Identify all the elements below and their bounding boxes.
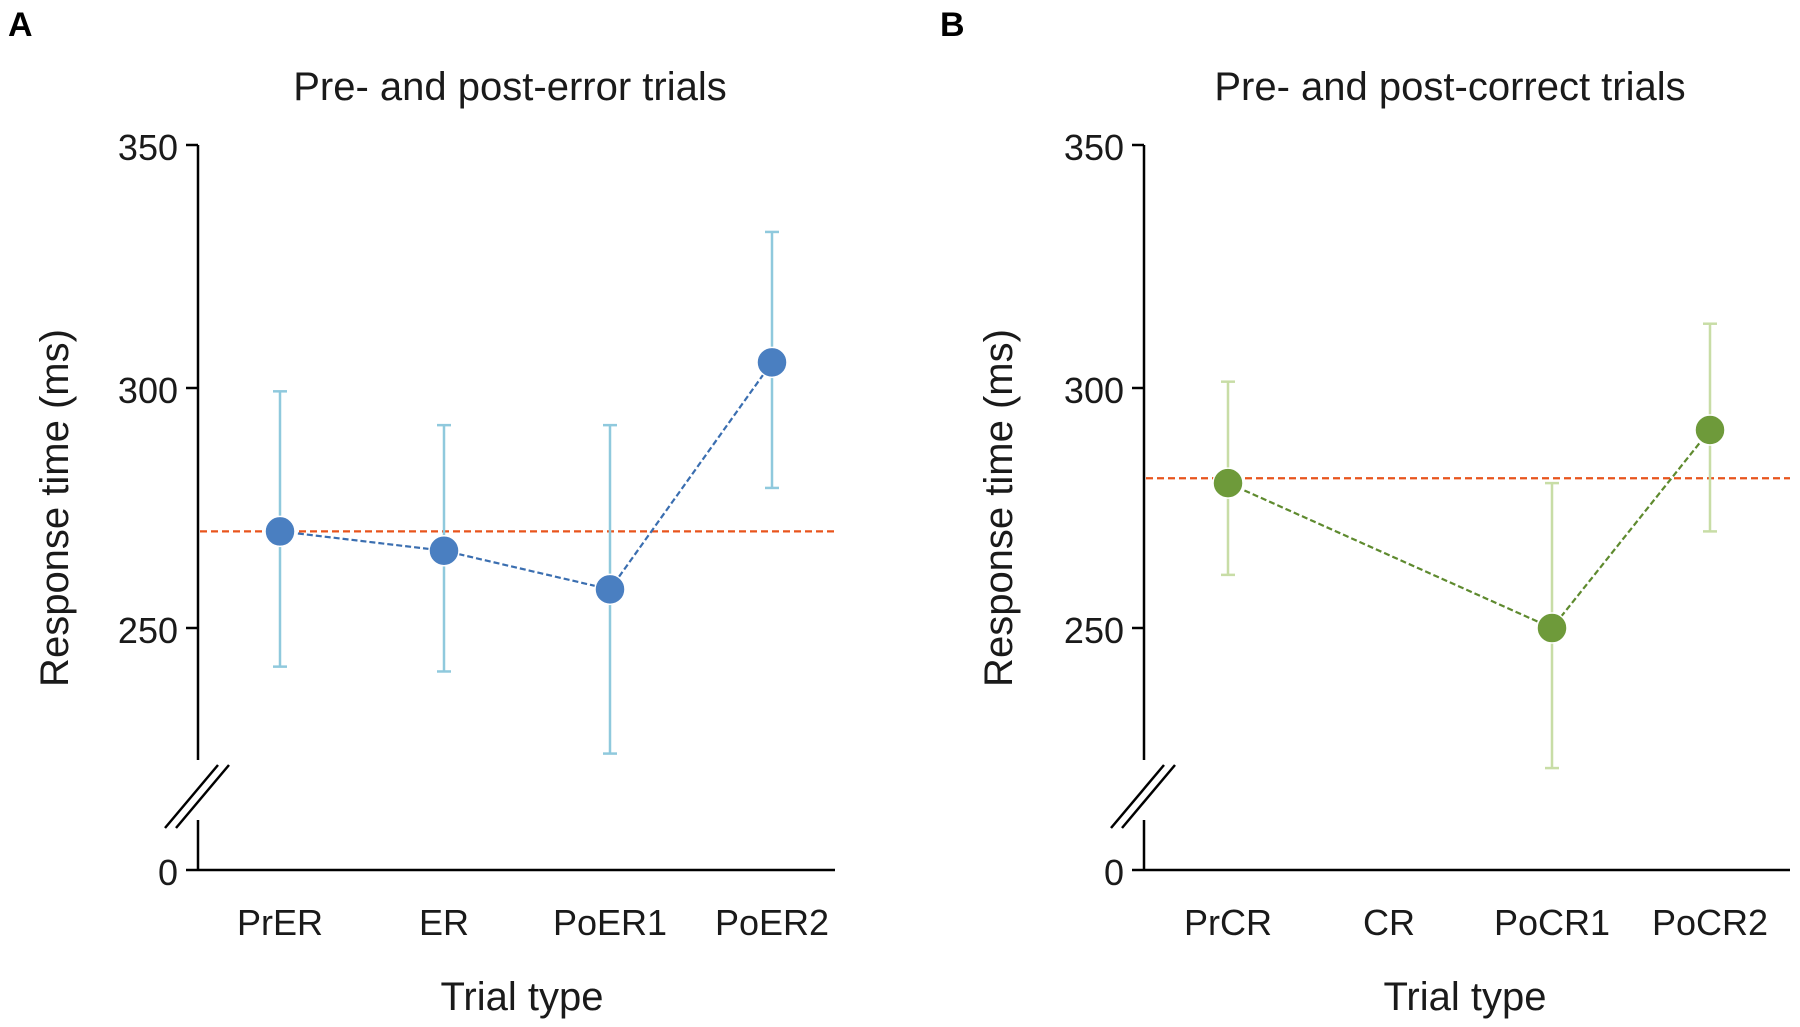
data-point bbox=[264, 515, 296, 548]
series-line bbox=[279, 361, 773, 591]
axis-break-slash bbox=[1110, 764, 1165, 829]
chart-title: Pre- and post-error trials bbox=[293, 65, 726, 109]
x-tick-label: PoCR1 bbox=[1494, 902, 1610, 943]
panel-a: A Pre- and post-error trials 350 300 250… bbox=[8, 6, 835, 1019]
axis-break-gap bbox=[1134, 760, 1156, 820]
x-tick-label: PrER bbox=[237, 902, 323, 943]
data-point bbox=[1694, 414, 1726, 446]
panel-letter-b: B bbox=[940, 6, 965, 44]
x-tick-label: ER bbox=[419, 902, 469, 943]
axis-break bbox=[1110, 760, 1176, 829]
axis-break-gap bbox=[188, 760, 210, 820]
data-point bbox=[428, 534, 460, 567]
data-point bbox=[1536, 612, 1568, 644]
y-axis-title: Response time (ms) bbox=[33, 329, 77, 687]
axis-break bbox=[164, 760, 230, 829]
axis-break-slash bbox=[175, 764, 230, 829]
data-point bbox=[594, 573, 626, 606]
data-point bbox=[1212, 467, 1244, 499]
y-tick-label: 0 bbox=[1104, 852, 1124, 893]
x-tick-label: PoCR2 bbox=[1652, 902, 1768, 943]
x-tick-label: PrCR bbox=[1184, 902, 1272, 943]
y-tick-label: 250 bbox=[1064, 610, 1124, 651]
y-tick-label: 350 bbox=[118, 127, 178, 168]
plot-area-a bbox=[200, 230, 835, 755]
x-axis-title: Trial type bbox=[440, 975, 603, 1019]
x-tick-label: PoER2 bbox=[715, 902, 829, 943]
series-line bbox=[1227, 429, 1711, 630]
axis-break-slash bbox=[1121, 764, 1176, 829]
panel-b: B Pre- and post-correct trials 350 300 2… bbox=[940, 6, 1790, 1019]
y-tick-label: 0 bbox=[158, 852, 178, 893]
panel-letter-a: A bbox=[8, 6, 33, 44]
plot-area-b bbox=[1146, 322, 1790, 770]
y-tick-label: 350 bbox=[1064, 127, 1124, 168]
y-tick-label: 300 bbox=[118, 370, 178, 411]
x-tick-label: PoER1 bbox=[553, 902, 667, 943]
data-point bbox=[756, 346, 788, 379]
chart-title: Pre- and post-correct trials bbox=[1214, 65, 1685, 109]
y-tick-label: 250 bbox=[118, 610, 178, 651]
x-tick-label: CR bbox=[1363, 902, 1415, 943]
y-tick-label: 300 bbox=[1064, 370, 1124, 411]
y-axis-title: Response time (ms) bbox=[977, 329, 1021, 687]
axis-break-slash bbox=[164, 764, 219, 829]
x-axis-title: Trial type bbox=[1383, 975, 1546, 1019]
